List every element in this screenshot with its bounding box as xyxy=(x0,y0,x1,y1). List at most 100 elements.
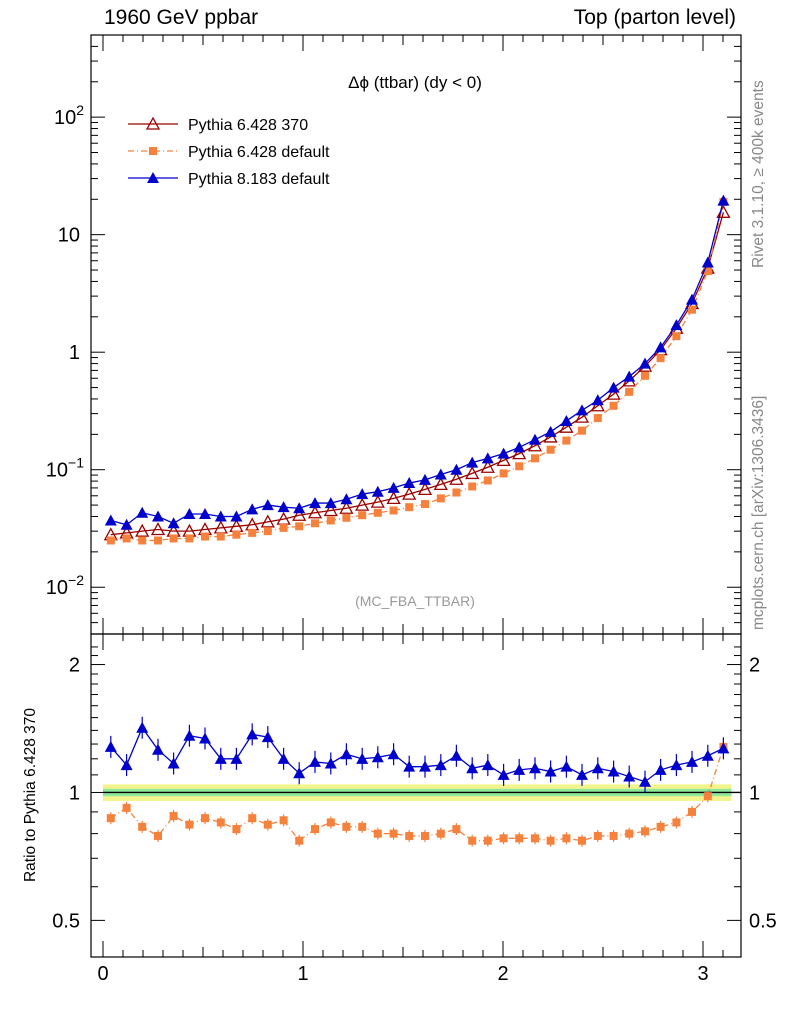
data-point xyxy=(590,398,605,412)
ratio-data-point xyxy=(216,818,225,827)
data-point xyxy=(248,528,257,537)
ratio-data-point xyxy=(529,762,541,774)
data-point xyxy=(324,497,337,509)
data-point xyxy=(326,516,335,525)
ratio-data-point xyxy=(562,834,571,843)
ratio-data-point xyxy=(232,825,241,834)
x-tick-label: 1 xyxy=(297,963,308,985)
ratio-data-point xyxy=(591,762,604,774)
data-point xyxy=(403,477,416,489)
data-point xyxy=(387,481,400,493)
ratio-data-point xyxy=(358,822,367,831)
data-point xyxy=(358,511,367,520)
ratio-y-tick-label-right: 1 xyxy=(749,782,760,804)
data-point xyxy=(607,381,620,393)
header-right: Top (parton level) xyxy=(573,6,736,29)
y-tick-label: 10−1 xyxy=(46,455,84,482)
plot-watermark: (MC_FBA_TTBAR) xyxy=(355,593,475,609)
ratio-data-point xyxy=(421,831,429,840)
ratio-data-point xyxy=(373,829,382,838)
data-point xyxy=(639,357,651,369)
data-point xyxy=(295,522,304,531)
data-point xyxy=(623,370,636,382)
data-point xyxy=(260,514,275,528)
ratio-data-point xyxy=(497,768,510,780)
data-point xyxy=(214,510,227,522)
ratio-data-point xyxy=(371,751,384,763)
ratio-data-point xyxy=(295,836,304,845)
ratio-data-point xyxy=(578,836,586,845)
data-point xyxy=(593,414,602,423)
ratio-data-point xyxy=(185,820,194,829)
data-point xyxy=(307,505,323,519)
ratio-data-point xyxy=(169,812,178,821)
ratio-data-point xyxy=(544,765,557,777)
plot-title: Δϕ (ttbar) (dy < 0) xyxy=(348,73,482,92)
ratio-data-point xyxy=(672,818,681,827)
ratio-data-point xyxy=(340,748,353,760)
ratio-data-point xyxy=(450,749,463,761)
ratio-data-point xyxy=(152,743,164,755)
data-point xyxy=(578,426,586,435)
ratio-data-point xyxy=(183,729,196,741)
ratio-data-point xyxy=(481,759,494,771)
ratio-series-line xyxy=(110,746,725,842)
ratio-y-tick-label-right: 0.5 xyxy=(749,910,777,932)
x-tick-label: 3 xyxy=(697,963,708,985)
ratio-data-point xyxy=(263,820,272,829)
data-point xyxy=(122,534,131,543)
ratio-data-point xyxy=(452,825,461,834)
data-point xyxy=(434,468,447,480)
ratio-data-point xyxy=(625,829,634,838)
data-point xyxy=(625,387,634,396)
data-point xyxy=(417,482,433,496)
y-tick-label: 10 xyxy=(58,225,80,247)
data-point xyxy=(135,523,150,537)
data-point xyxy=(483,476,492,485)
data-point xyxy=(481,452,494,464)
series-line xyxy=(110,212,725,536)
ratio-data-point xyxy=(686,755,698,767)
data-point xyxy=(436,494,445,503)
data-point xyxy=(199,507,211,519)
data-point xyxy=(449,471,464,485)
data-point xyxy=(323,503,338,517)
ratio-data-point xyxy=(311,825,319,834)
data-point xyxy=(717,194,730,206)
data-point xyxy=(201,532,209,541)
ratio-data-point xyxy=(434,759,447,771)
ratio-data-point xyxy=(641,827,649,836)
ratio-data-point xyxy=(639,775,651,787)
legend: Pythia 6.428 370 Pythia 6.428 default Pyth… xyxy=(128,116,330,188)
data-point xyxy=(544,425,557,437)
ratio-y-tick-label: 2 xyxy=(69,655,80,677)
ratio-data-point xyxy=(324,757,337,769)
data-point xyxy=(136,506,149,518)
data-point xyxy=(419,473,431,485)
data-point xyxy=(513,441,526,453)
data-point xyxy=(450,463,463,475)
data-point xyxy=(468,482,477,491)
ratio-data-point xyxy=(293,767,306,779)
data-point xyxy=(292,507,307,521)
data-point xyxy=(371,485,384,497)
ratio-data-point xyxy=(279,816,288,825)
ratio-data-point xyxy=(609,831,618,840)
data-point xyxy=(421,500,429,509)
legend-marker xyxy=(147,172,159,183)
data-point xyxy=(527,438,543,452)
data-point xyxy=(562,436,571,445)
ratio-data-point xyxy=(576,768,588,780)
data-point xyxy=(402,486,417,500)
x-tick-label: 2 xyxy=(497,963,508,985)
ratio-data-point xyxy=(389,829,398,838)
data-point xyxy=(277,501,290,513)
data-point xyxy=(138,536,147,545)
ratio-y-tick-label: 1 xyxy=(69,782,80,804)
data-point xyxy=(701,256,714,268)
data-point xyxy=(686,293,698,305)
ratio-data-point xyxy=(167,757,180,769)
ratio-data-point xyxy=(513,763,526,775)
data-point xyxy=(150,522,166,536)
data-point xyxy=(559,419,574,433)
